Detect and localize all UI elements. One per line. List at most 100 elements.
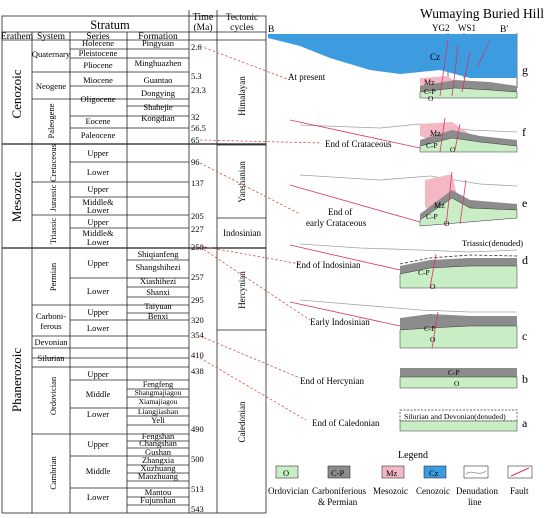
age-354: 354 (191, 330, 205, 340)
stage-d-label: End of Indosinian (296, 260, 361, 270)
cp-label-f: C-P (426, 141, 438, 150)
age-5-3: 5.3 (191, 71, 202, 81)
age-250: 250 (191, 242, 204, 252)
age-513: 513 (191, 484, 204, 494)
fault-line-icon (510, 467, 530, 477)
tectonic-cycles-column: Himalayan Yanshanian Indosinian Hercynia… (223, 76, 261, 443)
formation-zhangxia: Zhangxia (142, 455, 174, 465)
series-paleocene: Paleocene (81, 130, 116, 140)
system-column: Quaternary Neogene Paleogene Cretaceous … (32, 49, 71, 490)
formation-shahejie: Shahejie (143, 102, 172, 112)
section-stage-a: Silurian and Devonian(denuded) End of Ca… (312, 409, 528, 432)
carb-perm-band-b (400, 368, 517, 377)
o-label-g: O (428, 94, 434, 103)
carb-perm-band-d (400, 258, 517, 274)
legend-code-carb-perm: C-P (331, 468, 345, 478)
formation-xiamajiagou: Xiamajiagou (139, 397, 178, 406)
legend-swatch-carb-perm (327, 465, 351, 479)
fault-lines-d (289, 244, 437, 289)
stage-d-note: Triassic(denuded) (462, 238, 523, 248)
mz-label-g: Mz (424, 78, 435, 87)
series-miocene: Miocene (83, 75, 113, 85)
legend: Legend O Ordovician C-P Carboniferious &… (268, 450, 533, 507)
section-stage-d: C-P O Triassic(denuded) End of Indosinia… (289, 238, 528, 291)
age-56-5: 56.5 (191, 123, 206, 133)
series-t-upper: Upper (87, 217, 108, 227)
age-65: 65 (191, 135, 200, 145)
stage-c-id: c (522, 329, 527, 343)
cp-label-g: C-P (424, 87, 436, 96)
age-32: 32 (191, 112, 200, 122)
age-543: 543 (191, 504, 204, 514)
age-137: 137 (191, 178, 204, 188)
series-eocene: Eocene (85, 116, 110, 126)
stage-a-id: a (522, 416, 528, 430)
stage-e-label-1: End of (328, 207, 352, 217)
legend-label-cenozoic: Cenozoic (416, 486, 450, 496)
stage-f-label: End of Crataceous (325, 139, 392, 149)
legend-label-carb-perm-1: Carboniferious (312, 486, 366, 496)
age-320: 320 (191, 315, 204, 325)
system-cretaceous: Cretaceous (48, 144, 58, 182)
series-e-middle: Middle (86, 466, 111, 476)
system-permian: Permian (48, 262, 58, 291)
formation-kongdian: Kongdian (141, 113, 175, 123)
o-label-f: O (450, 145, 456, 154)
formation-shanxi: Shanxi (146, 287, 170, 297)
o-label-c: O (430, 335, 436, 344)
stage-d-id: d (522, 253, 528, 267)
system-silurian: Silurian (38, 353, 66, 363)
o-label-d: O (430, 282, 436, 291)
age-227: 227 (191, 224, 204, 234)
header-series: Series (86, 32, 110, 42)
formation-shangshihezi: Shangshihezi (135, 262, 181, 272)
cycle-himalayan: Himalayan (237, 76, 247, 116)
ordovician-band-a (399, 420, 518, 432)
stage-a-note: Silurian and Devonian(denuded) (404, 412, 506, 421)
denudation-line-icon (465, 470, 487, 475)
formation-liangjiashan: Liangjiashan (138, 407, 178, 416)
stage-c-label: Early Indosinian (310, 317, 370, 327)
cp-label-d: C-P (418, 268, 430, 277)
cp-label-e: C-P (426, 212, 438, 221)
erathem-column: Cenozoic Mesozoic Phanerozoic (9, 69, 24, 412)
formation-fengfeng: Fengfeng (143, 380, 173, 389)
formation-minghuazhen: Minghuazhen (135, 58, 182, 68)
series-c-upper: Upper (87, 307, 108, 317)
legend-label-mesozoic: Mesozoic (373, 486, 408, 496)
section-stage-e: Mz C-P O End of early Crataceous e (289, 171, 527, 228)
ordovician-band-e (419, 197, 518, 227)
series-oligocene: Oligocene (81, 94, 116, 104)
legend-label-ordovician: Ordovician (268, 486, 309, 496)
denudation-line-d (299, 243, 518, 253)
stage-a-label: End of Caledonian (312, 418, 380, 428)
formation-yeli: Yeli (151, 415, 165, 425)
header-time-unit: (Ma) (194, 22, 213, 33)
system-neogene: Neogene (36, 81, 66, 91)
formation-maozhuang: Maozhuang (138, 471, 179, 481)
age-96: 96 (191, 157, 200, 167)
series-o-upper: Upper (87, 369, 108, 379)
formation-changshan: Changshan (139, 438, 178, 448)
stage-e-id: e (522, 196, 527, 210)
fault-lines-f (289, 117, 461, 153)
table-header: Stratum Erathem System Series Formation … (1, 12, 258, 42)
series-e-upper: Upper (87, 439, 108, 449)
section-stage-c: C-P O Early Indosinian c (289, 299, 527, 349)
fault-lines-e (289, 171, 467, 227)
system-jurassic: Jurassic (48, 184, 58, 211)
formation-gushan: Gushan (145, 447, 172, 457)
well-ws1-label: WS1 (458, 23, 476, 33)
cz-label: Cz (430, 52, 440, 62)
age-490: 490 (191, 424, 204, 434)
series-column: Holecene Pleistocene Pliocene Miocene Ol… (79, 38, 118, 502)
formation-shangmajiagou: Shangmajiagou (135, 388, 182, 397)
fault-lines-c (289, 301, 439, 349)
cycle-hercynian: Hercynian (237, 271, 247, 309)
legend-title: Legend (398, 450, 428, 461)
legend-label-denudation-1: Denudation (456, 486, 498, 496)
o-label-b: O (454, 379, 460, 388)
section-title: Wumaying Buried Hill (420, 6, 544, 21)
series-k-upper: Upper (87, 148, 108, 158)
